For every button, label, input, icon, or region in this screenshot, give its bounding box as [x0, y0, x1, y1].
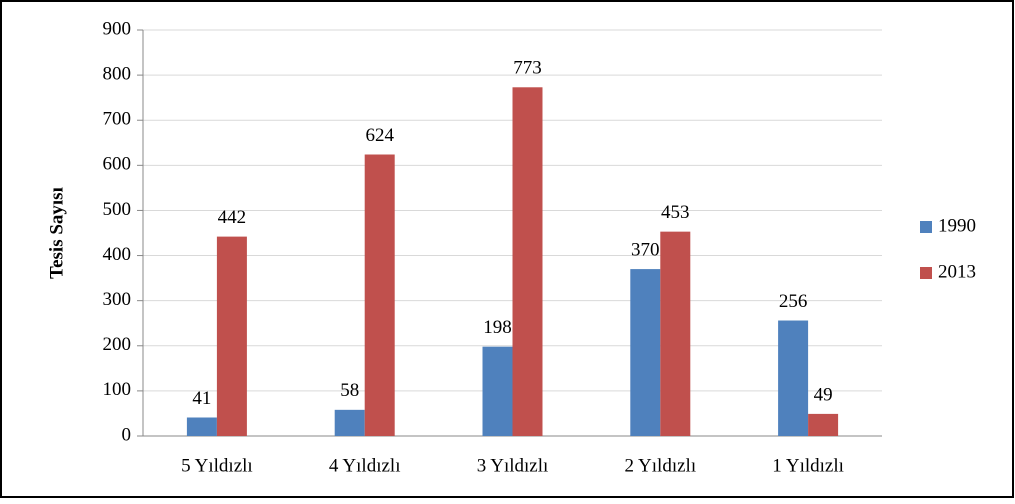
y-tick-label: 700	[103, 109, 132, 130]
data-label: 58	[340, 380, 359, 401]
data-label: 198	[483, 317, 512, 338]
data-label: 442	[218, 207, 247, 228]
bar	[216, 236, 247, 436]
data-label: 624	[365, 125, 394, 146]
y-axis-label: Tesis Sayısı	[46, 187, 67, 279]
legend-swatch	[920, 221, 932, 233]
x-tick-label: 5 Yıldızlı	[181, 455, 253, 476]
x-tick-label: 1 Yıldızlı	[772, 455, 844, 476]
bar	[660, 231, 691, 436]
data-label: 453	[661, 202, 690, 223]
data-label: 41	[192, 388, 211, 409]
legend-swatch	[920, 267, 932, 279]
y-tick-label: 0	[122, 424, 132, 445]
data-label: 773	[513, 58, 542, 79]
y-tick-label: 100	[103, 379, 132, 400]
x-tick-label: 2 Yıldızlı	[625, 455, 697, 476]
y-tick-label: 600	[103, 154, 132, 175]
y-tick-label: 200	[103, 334, 132, 355]
y-tick-label: 500	[103, 199, 132, 220]
bar	[334, 409, 365, 436]
y-tick-label: 900	[103, 18, 132, 39]
x-tick-label: 4 Yıldızlı	[329, 455, 401, 476]
data-label: 370	[631, 239, 660, 260]
bar	[630, 269, 661, 436]
data-label: 256	[779, 291, 808, 312]
y-tick-label: 300	[103, 289, 132, 310]
bar	[364, 154, 395, 437]
bar	[482, 346, 513, 436]
legend-label: 1990	[938, 215, 976, 236]
x-tick-label: 3 Yıldızlı	[477, 455, 549, 476]
y-tick-label: 800	[103, 63, 132, 84]
bar	[778, 320, 809, 436]
bar	[512, 87, 543, 437]
bar	[186, 417, 217, 436]
y-tick-label: 400	[103, 244, 132, 265]
data-label: 49	[814, 384, 833, 405]
legend-label: 2013	[938, 261, 976, 282]
bar	[808, 413, 839, 436]
